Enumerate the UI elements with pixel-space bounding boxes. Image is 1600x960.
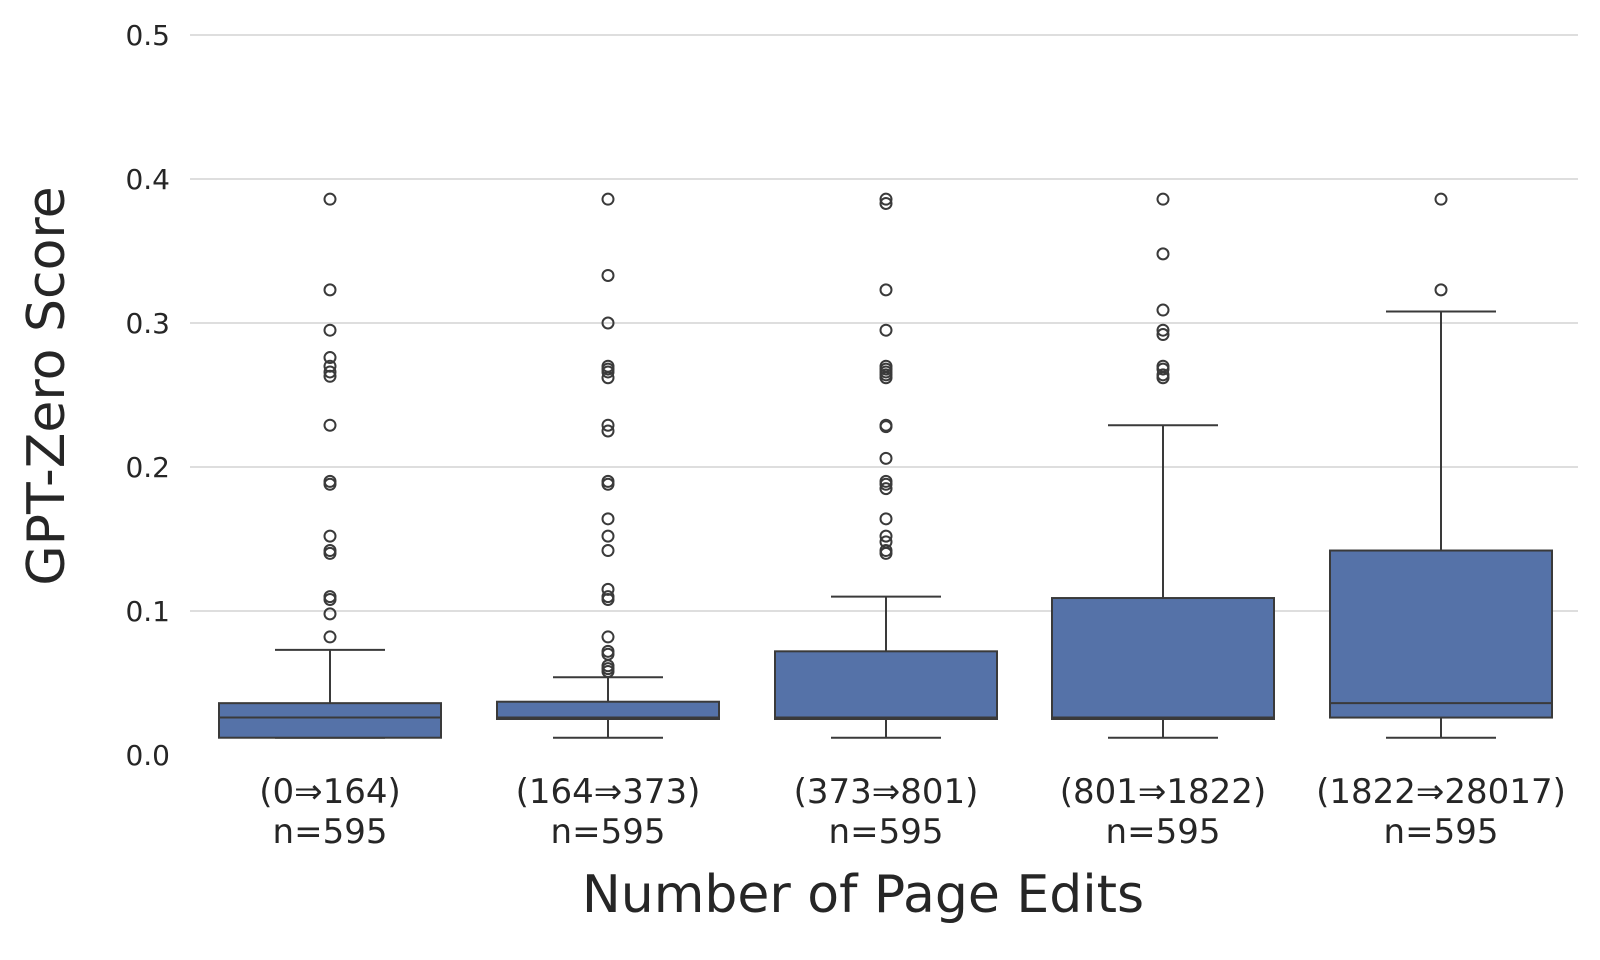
y-tick-labels: 0.0 0.1 0.2 0.3 0.4 0.5: [125, 19, 170, 772]
box-group: [218, 192, 442, 739]
outlier-point: [323, 192, 337, 206]
outlier-point: [323, 544, 337, 558]
outlier-point: [323, 365, 337, 379]
category-labels: (0⇒164)n=595(164⇒373)n=595(373⇒801)n=595…: [259, 772, 1566, 852]
outlier-point: [323, 359, 337, 373]
outlier-point: [601, 644, 615, 658]
outlier-point: [879, 482, 893, 496]
outlier-point: [601, 359, 615, 373]
outlier-point: [879, 359, 893, 373]
outlier-point: [879, 512, 893, 526]
iqr-box: [496, 700, 720, 720]
outlier-point: [323, 590, 337, 604]
outlier-point: [879, 192, 893, 206]
outlier-point: [323, 529, 337, 543]
outlier-point: [601, 512, 615, 526]
x-axis-title: Number of Page Edits: [582, 865, 1144, 925]
outlier-point: [323, 351, 337, 365]
outlier-point: [323, 474, 337, 488]
outlier-point: [601, 590, 615, 604]
category-label: (1822⇒28017): [1316, 772, 1566, 812]
box-group: [496, 192, 720, 739]
y-axis-title: GPT-Zero Score: [17, 186, 77, 585]
outlier-point: [879, 544, 893, 558]
box-group: [1051, 192, 1275, 739]
box-group: [1329, 192, 1553, 739]
iqr-box: [218, 702, 442, 739]
outlier-point: [879, 529, 893, 543]
category-count-label: n=595: [1384, 812, 1499, 852]
iqr-box: [1051, 597, 1275, 720]
y-tick-label: 0.3: [125, 307, 170, 340]
outlier-point: [1434, 283, 1448, 297]
box-group: [774, 192, 998, 739]
outlier-point: [323, 283, 337, 297]
outlier-point: [879, 323, 893, 337]
outlier-point: [601, 544, 615, 558]
outlier-point: [879, 196, 893, 210]
outlier-point: [879, 451, 893, 465]
category-label: (373⇒801): [794, 772, 979, 812]
outlier-point: [1434, 192, 1448, 206]
category-count-label: n=595: [1106, 812, 1221, 852]
y-tick-label: 0.5: [125, 19, 170, 52]
outlier-point: [323, 630, 337, 644]
outlier-point: [601, 474, 615, 488]
outlier-point: [323, 607, 337, 621]
category-count-label: n=595: [829, 812, 944, 852]
outlier-point: [1156, 323, 1170, 337]
outlier-point: [323, 323, 337, 337]
iqr-box: [1329, 549, 1553, 719]
outlier-point: [601, 268, 615, 282]
outlier-point: [1156, 247, 1170, 261]
category-count-label: n=595: [551, 812, 666, 852]
y-tick-label: 0.1: [125, 595, 170, 628]
outlier-point: [879, 535, 893, 549]
outlier-point: [601, 529, 615, 543]
category-label: (0⇒164): [259, 772, 401, 812]
outlier-point: [601, 418, 615, 432]
outlier-point: [601, 424, 615, 438]
outlier-point: [879, 418, 893, 432]
boxes: [218, 192, 1553, 739]
outlier-point: [601, 630, 615, 644]
outlier-point: [601, 192, 615, 206]
category-label: (164⇒373): [516, 772, 701, 812]
outlier-point: [601, 316, 615, 330]
outlier-point: [1156, 303, 1170, 317]
outlier-point: [601, 582, 615, 596]
y-tick-label: 0.0: [125, 739, 170, 772]
category-count-label: n=595: [273, 812, 388, 852]
category-label: (801⇒1822): [1060, 772, 1266, 812]
y-tick-label: 0.4: [125, 163, 170, 196]
iqr-box: [774, 650, 998, 721]
outlier-point: [1156, 359, 1170, 373]
outlier-point: [1156, 328, 1170, 342]
outlier-point: [879, 283, 893, 297]
y-tick-label: 0.2: [125, 451, 170, 484]
outlier-point: [323, 418, 337, 432]
outlier-point: [1156, 368, 1170, 382]
outlier-point: [1156, 192, 1170, 206]
outlier-point: [879, 474, 893, 488]
